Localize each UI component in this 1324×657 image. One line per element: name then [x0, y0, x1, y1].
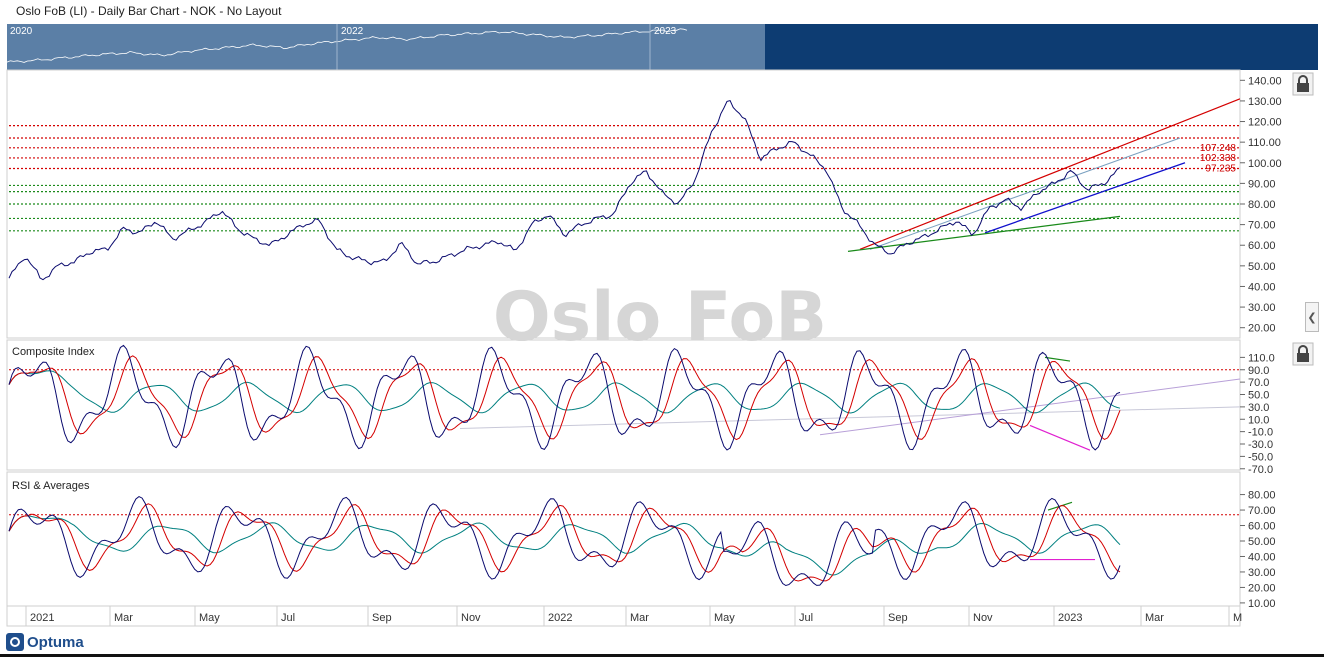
footer-divider: [0, 654, 1324, 657]
green-trend-line: [847, 215, 1121, 253]
blue-trend-line: [984, 162, 1186, 234]
lock-icon[interactable]: [1292, 72, 1314, 96]
y-tick-label: 30.00: [1248, 567, 1276, 579]
rsi-lines: [8, 496, 1240, 587]
y-tick-label: 120.00: [1248, 117, 1282, 129]
y-tick-label: 50.00: [1248, 261, 1276, 273]
level-value-label: 97.235: [1205, 163, 1236, 174]
y-tick-label: 100.00: [1248, 158, 1282, 170]
watermark-text: Oslo FoB: [493, 278, 827, 357]
composite-lines: [8, 344, 1241, 451]
x-tick-label: May: [199, 612, 220, 624]
x-tick-label: May: [714, 612, 735, 624]
optuma-logo-icon: [6, 633, 24, 651]
y-tick-label: 40.00: [1248, 551, 1276, 563]
y-tick-label: 50.0: [1248, 390, 1269, 402]
rsi-fast-average: [8, 503, 1121, 582]
y-tick-label: 40.00: [1248, 281, 1276, 293]
navigator-sparkline: [7, 24, 688, 70]
composite-title: Composite Index: [12, 346, 95, 358]
rsi-title: RSI & Averages: [12, 480, 90, 492]
y-tick-label: 30.0: [1248, 402, 1269, 414]
composite-fast-average: [8, 355, 1121, 441]
y-tick-label: 110.00: [1248, 137, 1281, 149]
composite-divergence-line: [1044, 356, 1071, 362]
y-tick-label: 60.00: [1248, 521, 1276, 533]
x-tick-label: M: [1233, 612, 1242, 624]
y-tick-label: -30.0: [1248, 439, 1273, 451]
collapse-panel-chevron-icon[interactable]: ❮: [1305, 302, 1319, 332]
y-tick-label: 20.00: [1248, 582, 1276, 594]
y-tick-label: 10.0: [1248, 414, 1269, 426]
y-tick-label: 30.00: [1248, 302, 1276, 314]
navigator-year-label: 2020: [10, 26, 33, 37]
price-y-axis: 20.00 30.00 40.00 50.00 60.00 70.00 80.00 90.00…: [1240, 75, 1282, 335]
x-axis-labels: 2021 Mar May Jul Sep Nov 2022 Mar May Jul Sep Nov 20…: [25, 606, 1242, 626]
composite-index-line: [8, 344, 1121, 451]
composite-trend-line: [819, 378, 1241, 436]
red-trend-line: [859, 98, 1241, 250]
y-tick-label: -70.0: [1248, 464, 1273, 476]
lock-icon[interactable]: [1292, 342, 1314, 366]
y-tick-label: -50.0: [1248, 451, 1273, 463]
chart-title: Oslo FoB (LI) - Daily Bar Chart - NOK - …: [16, 4, 282, 18]
x-tick-label: Jul: [799, 612, 813, 624]
y-tick-label: 90.0: [1248, 365, 1269, 377]
x-tick-label: 2021: [30, 612, 54, 624]
price-level-lines: [9, 125, 1240, 232]
brand-logo-text: Optuma: [27, 633, 84, 651]
y-tick-label: 130.00: [1248, 96, 1282, 108]
x-tick-label: Nov: [461, 612, 481, 624]
level-value-label: 107.248: [1200, 143, 1237, 154]
y-tick-label: 60.00: [1248, 240, 1276, 252]
composite-slow-average: [8, 370, 1121, 414]
y-tick-label: 140.00: [1248, 75, 1282, 87]
y-tick-label: 70.00: [1248, 505, 1276, 517]
composite-trend-line: [459, 406, 1241, 430]
y-tick-label: 90.00: [1248, 178, 1276, 190]
x-tick-label: Mar: [114, 612, 133, 624]
x-tick-label: Mar: [1145, 612, 1164, 624]
composite-y-axis: -70.0-50.0-30.0-10.010.030.050.070.090.0…: [1240, 352, 1275, 476]
x-tick-label: Jul: [281, 612, 295, 624]
navigator-year-label: 2023: [654, 26, 677, 37]
level-value-label: 102.338: [1200, 153, 1237, 164]
x-tick-label: Mar: [630, 612, 649, 624]
x-tick-label: Sep: [888, 612, 908, 624]
price-trend-lines: [847, 98, 1241, 253]
grey-trend-line: [869, 137, 1181, 250]
y-tick-label: 110.0: [1248, 352, 1275, 364]
x-axis-strip: [6, 605, 1241, 627]
composite-divergence-line: [1029, 424, 1091, 451]
composite-panel: [6, 339, 1241, 471]
rsi-y-axis: 10.00 20.00 30.00 40.00 50.00 60.00 70.00 80.00: [1240, 490, 1276, 610]
navigator-year-label: 2022: [341, 26, 364, 37]
x-tick-label: Sep: [372, 612, 392, 624]
y-tick-label: 80.00: [1248, 199, 1276, 211]
timeline-navigator[interactable]: 2020 2022 2023: [7, 24, 1318, 70]
rsi-panel: [6, 471, 1241, 607]
y-tick-label: 10.00: [1248, 598, 1276, 610]
y-tick-label: 50.00: [1248, 536, 1276, 548]
y-tick-label: 20.00: [1248, 323, 1276, 335]
brand-logo: Optuma: [6, 631, 84, 653]
x-tick-label: 2023: [1058, 612, 1082, 624]
x-tick-label: Nov: [973, 612, 993, 624]
y-tick-label: 80.00: [1248, 490, 1276, 502]
y-tick-label: 70.0: [1248, 377, 1269, 389]
rsi-line: [8, 496, 1121, 587]
x-tick-label: 2022: [548, 612, 572, 624]
price-series-line: [8, 100, 1121, 281]
y-tick-label: -10.0: [1248, 427, 1273, 439]
y-tick-label: 70.00: [1248, 220, 1276, 232]
